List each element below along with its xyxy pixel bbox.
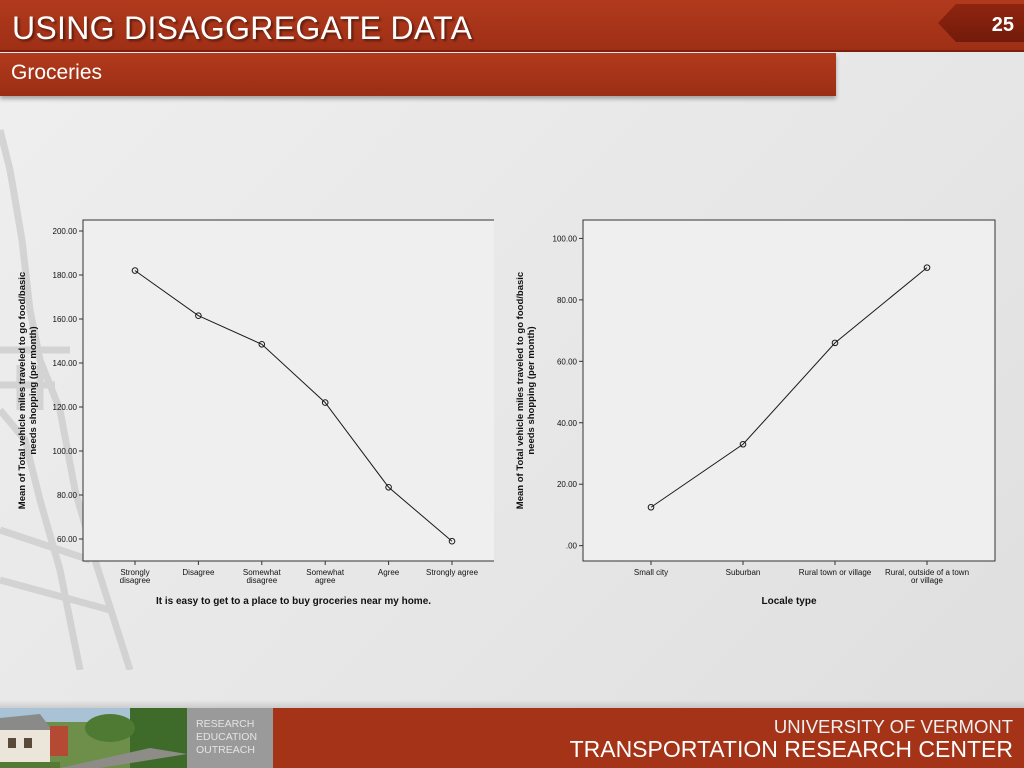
slide-title: USING DISAGGREGATE DATA xyxy=(12,10,473,46)
x-tick-label: Suburban xyxy=(726,568,761,577)
university-name: UNIVERSITY OF VERMONT xyxy=(773,716,1013,737)
y-axis-label-line: needs shopping (per month) xyxy=(526,326,537,454)
y-axis-label: Mean of Total vehicle miles traveled to … xyxy=(515,272,537,509)
x-axis-label: It is easy to get to a place to buy groc… xyxy=(156,596,431,607)
data-point xyxy=(448,537,456,545)
y-tick-label: 80.00 xyxy=(57,491,78,500)
y-tick-label: 180.00 xyxy=(53,271,78,280)
x-tick-label: Agree xyxy=(378,568,400,577)
y-tick-label: 120.00 xyxy=(53,403,78,412)
data-line xyxy=(134,270,453,542)
page-number-tab: 25 xyxy=(938,4,1024,42)
y-tick-label: 100.00 xyxy=(53,447,78,456)
data-point xyxy=(923,264,931,271)
x-tick-label: Rural, outside of a town xyxy=(885,568,969,577)
data-point xyxy=(131,267,139,274)
y-axis-label-line: Mean of Total vehicle miles traveled to … xyxy=(17,272,28,509)
plot-area xyxy=(582,219,996,562)
farm-photo xyxy=(0,708,187,768)
x-tick-label: Rural town or village xyxy=(799,568,872,577)
y-axis-label-line: needs shopping (per month) xyxy=(28,326,39,454)
program-outreach: OUTREACH xyxy=(196,744,255,756)
data-point xyxy=(385,484,392,491)
y-tick-label: 20.00 xyxy=(557,480,578,489)
y-tick-label: 160.00 xyxy=(53,315,78,324)
page-number: 25 xyxy=(991,14,1014,36)
data-point xyxy=(831,339,839,347)
x-tick-label: Somewhat xyxy=(243,568,282,577)
x-tick-label: or village xyxy=(911,576,944,585)
center-name: TRANSPORTATION RESEARCH CENTER xyxy=(569,736,1013,762)
x-tick-label: disagree xyxy=(246,576,277,585)
x-tick-label: agree xyxy=(315,576,336,585)
data-point xyxy=(195,312,202,319)
y-axis-label: Mean of Total vehicle miles traveled to … xyxy=(17,272,39,509)
y-tick-label: 40.00 xyxy=(557,419,578,428)
x-tick-label: Small city xyxy=(634,568,668,577)
program-research: RESEARCH xyxy=(196,718,255,730)
x-tick-label: Somewhat xyxy=(306,568,345,577)
plot-area xyxy=(82,219,494,562)
y-tick-label: 60.00 xyxy=(557,357,578,366)
x-tick-label: disagree xyxy=(120,576,151,585)
slide-subtitle: Groceries xyxy=(11,61,103,84)
chart-agreement: 200.00 180.00 160.00 140.00 120.00 100.00 80.0… xyxy=(17,219,494,607)
subtitle-bar: Groceries xyxy=(0,53,836,96)
program-education: EDUCATION xyxy=(196,731,258,743)
x-tick-label: Strongly xyxy=(120,568,149,577)
x-axis-label: Locale type xyxy=(761,596,816,607)
data-point xyxy=(321,399,329,406)
data-point xyxy=(647,503,655,511)
y-tick-label: 60.00 xyxy=(57,535,78,544)
x-tick-label: Strongly agree xyxy=(426,568,479,577)
data-point xyxy=(739,440,747,448)
x-tick-label: Disagree xyxy=(182,568,215,577)
y-tick-label: 140.00 xyxy=(53,359,78,368)
chart-locale: 100.00 80.00 60.00 40.00 20.00 .00 Small city S… xyxy=(515,219,996,607)
y-tick-label: .00 xyxy=(566,542,578,551)
program-badge: RESEARCH EDUCATION OUTREACH xyxy=(187,708,273,768)
y-tick-label: 100.00 xyxy=(553,234,578,243)
y-axis-label-line: Mean of Total vehicle miles traveled to … xyxy=(515,272,526,509)
y-tick-label: 80.00 xyxy=(557,296,578,305)
data-line xyxy=(650,267,928,508)
y-tick-label: 200.00 xyxy=(53,227,78,236)
data-point xyxy=(258,341,266,348)
title-bar: USING DISAGGREGATE DATA xyxy=(0,0,1024,52)
